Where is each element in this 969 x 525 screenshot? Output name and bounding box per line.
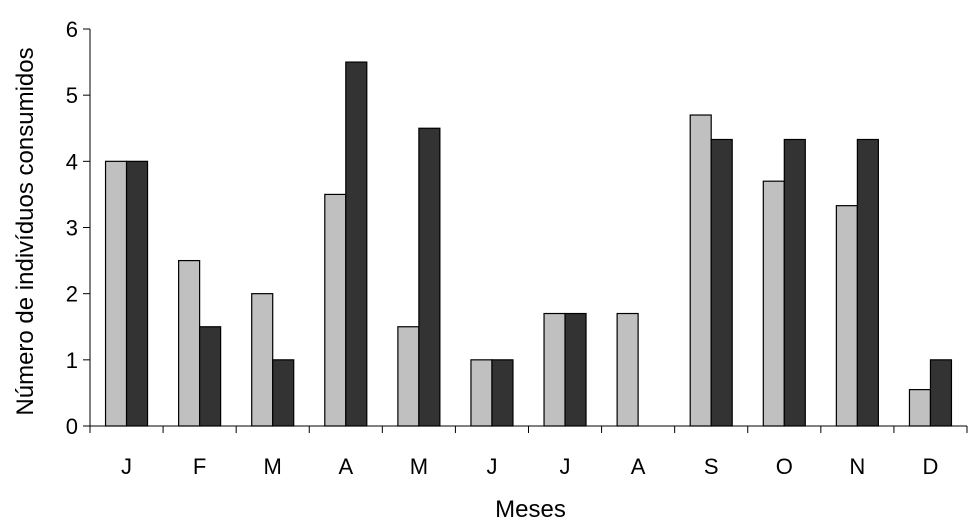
y-tick-label: 6 [66,17,78,42]
x-tick-label: J [486,454,497,479]
bar-series-1-N [835,205,858,427]
bar-series-1-M [397,326,420,427]
bar-series-1-M [251,293,274,427]
bar-series-2-O [783,138,806,427]
bar-series-2-M [272,359,295,427]
y-tick-label: 1 [66,348,78,373]
bar-series-1-A [616,312,639,427]
x-tick-label: M [410,454,428,479]
bars-group [104,61,953,427]
y-tick-label: 3 [66,216,78,241]
y-tick-label: 4 [66,149,78,174]
bar-series-2-J [491,359,514,427]
x-tick-label: O [776,454,793,479]
x-tick-label: S [704,454,719,479]
bar-series-1-S [689,114,712,427]
bar-series-1-J [104,160,128,427]
bar-series-2-J [125,160,149,427]
bar-series-1-F [178,259,201,427]
x-tick-label: F [193,454,206,479]
y-axis-title: Número de indivíduos consumidos [12,47,39,415]
x-axis-title: Meses [495,496,566,523]
bar-series-1-D [908,389,932,427]
bar-series-2-N [856,138,879,427]
bar-series-2-M [418,127,441,427]
y-tick-label: 2 [66,282,78,307]
y-tick-label: 0 [66,414,78,439]
x-tick-label: N [849,454,865,479]
y-ticks-group: 0 1 2 3 4 5 6 [66,17,90,439]
x-tick-label: A [338,454,353,479]
bar-series-1-J [543,312,566,427]
bar-series-2-J [564,312,587,427]
bar-series-1-J [470,359,493,427]
bar-series-1-A [324,193,347,427]
bar-series-2-A [345,61,368,427]
x-tick-label: J [121,454,132,479]
bar-series-2-F [199,326,222,427]
x-tick-label: M [264,454,282,479]
x-tick-label: J [560,454,571,479]
x-tick-label: A [631,454,646,479]
x-tick-label: D [923,454,939,479]
bar-series-2-S [710,138,733,427]
bar-series-1-O [762,180,785,427]
y-tick-label: 5 [66,83,78,108]
bar-series-2-D [929,359,953,427]
